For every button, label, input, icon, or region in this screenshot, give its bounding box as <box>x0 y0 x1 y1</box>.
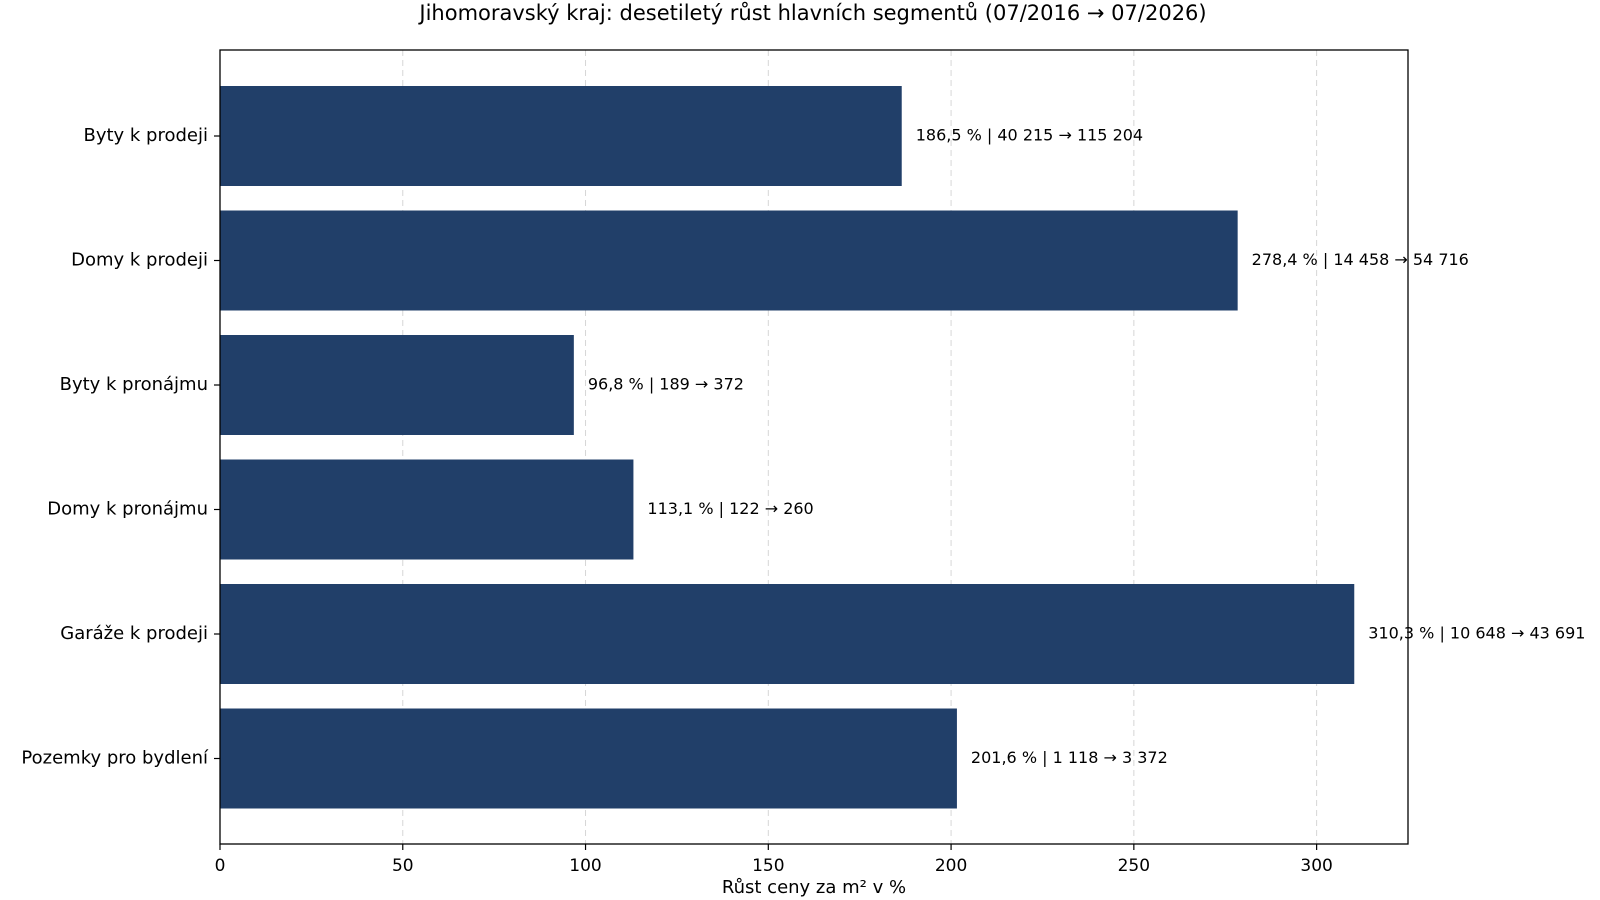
bar-data-label: 310,3 % | 10 648 → 43 691 <box>1368 624 1585 643</box>
plot-area-frame <box>219 49 1409 845</box>
bar-data-label: 113,1 % | 122 → 260 <box>647 499 813 518</box>
x-tick-label: 200 <box>935 856 967 876</box>
y-category-label: Byty k prodeji <box>83 125 208 146</box>
x-tick-label: 50 <box>392 856 414 876</box>
bar-data-label: 201,6 % | 1 118 → 3 372 <box>971 748 1168 767</box>
chart-title: Jihomoravský kraj: desetiletý růst hlavn… <box>417 1 1206 25</box>
bar <box>220 210 1238 311</box>
bar <box>220 86 902 186</box>
x-tick-label: 250 <box>1118 856 1150 876</box>
x-tick-label: 100 <box>569 856 601 876</box>
y-category-label: Domy k pronájmu <box>47 499 208 520</box>
bars <box>220 86 1355 809</box>
bar-data-label: 96,8 % | 189 → 372 <box>588 375 744 394</box>
y-category-label: Domy k prodeji <box>71 250 208 271</box>
x-tick-label: 0 <box>215 856 226 876</box>
data-labels: 186,5 % | 40 215 → 115 204 278,4 % | 14 4… <box>588 126 1586 768</box>
bar-data-label: 278,4 % | 14 458 → 54 716 <box>1252 250 1469 269</box>
x-axis-ticks: 0 50 100 150 200 250 300 <box>215 844 1333 876</box>
bar <box>220 708 957 809</box>
y-category-label: Pozemky pro bydlení <box>21 748 209 769</box>
bar <box>220 335 574 435</box>
y-category-label: Garáže k prodeji <box>60 623 208 644</box>
x-tick-label: 150 <box>752 856 784 876</box>
x-tick-label: 300 <box>1300 856 1332 876</box>
y-axis-category-labels: Byty k prodeji Domy k prodeji Byty k proná… <box>21 125 220 769</box>
x-axis-label: Růst ceny za m² v % <box>722 877 906 898</box>
bar <box>220 459 634 560</box>
y-category-label: Byty k pronájmu <box>60 374 208 395</box>
bar <box>220 584 1355 684</box>
bar-data-label: 186,5 % | 40 215 → 115 204 <box>916 126 1143 145</box>
